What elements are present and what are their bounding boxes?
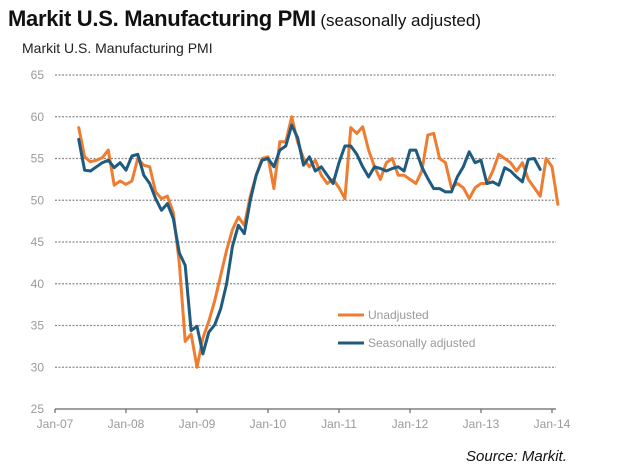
x-tick-label: Jan-07 <box>37 417 74 431</box>
y-tick-label: 30 <box>31 360 45 374</box>
legend: Unadjusted Seasonally adjusted <box>338 308 475 350</box>
title-subtitle: (seasonally adjusted) <box>320 11 481 30</box>
chart-title: Markit U.S. Manufacturing PMI <box>22 40 213 56</box>
x-tick-label: Jan-08 <box>108 417 145 431</box>
x-axis: Jan-07 Jan-08 Jan-09 Jan-10 Jan-11 Jan-12 Jan-… <box>37 408 571 431</box>
y-tick-label: 50 <box>31 193 45 207</box>
y-tick-label: 40 <box>31 277 45 291</box>
y-tick-label: 60 <box>31 110 45 124</box>
y-tick-label: 45 <box>31 235 45 249</box>
title-main: Markit U.S. Manufacturing PMI <box>8 6 316 31</box>
x-tick-label: Jan-14 <box>534 417 571 431</box>
legend-label: Unadjusted <box>368 308 429 322</box>
y-tick-label: 25 <box>31 402 45 416</box>
legend-label: Seasonally adjusted <box>368 336 475 350</box>
series-lines <box>77 115 560 369</box>
source-note: Source: Markit. <box>466 448 567 465</box>
x-tick-label: Jan-11 <box>321 417 357 431</box>
x-tick-label: Jan-12 <box>392 417 429 431</box>
series-line-seasonally-adjusted <box>77 123 542 356</box>
page-title: Markit U.S. Manufacturing PMI (seasonall… <box>8 6 481 32</box>
x-tick-label: Jan-10 <box>250 417 287 431</box>
x-tick-label: Jan-09 <box>179 417 216 431</box>
y-axis-ticks: 65 60 55 50 45 40 35 30 25 <box>31 68 45 416</box>
y-tick-label: 55 <box>31 152 45 166</box>
y-tick-label: 65 <box>31 68 45 82</box>
y-tick-label: 35 <box>31 319 45 333</box>
gridlines <box>55 74 556 368</box>
x-tick-label: Jan-13 <box>463 417 500 431</box>
